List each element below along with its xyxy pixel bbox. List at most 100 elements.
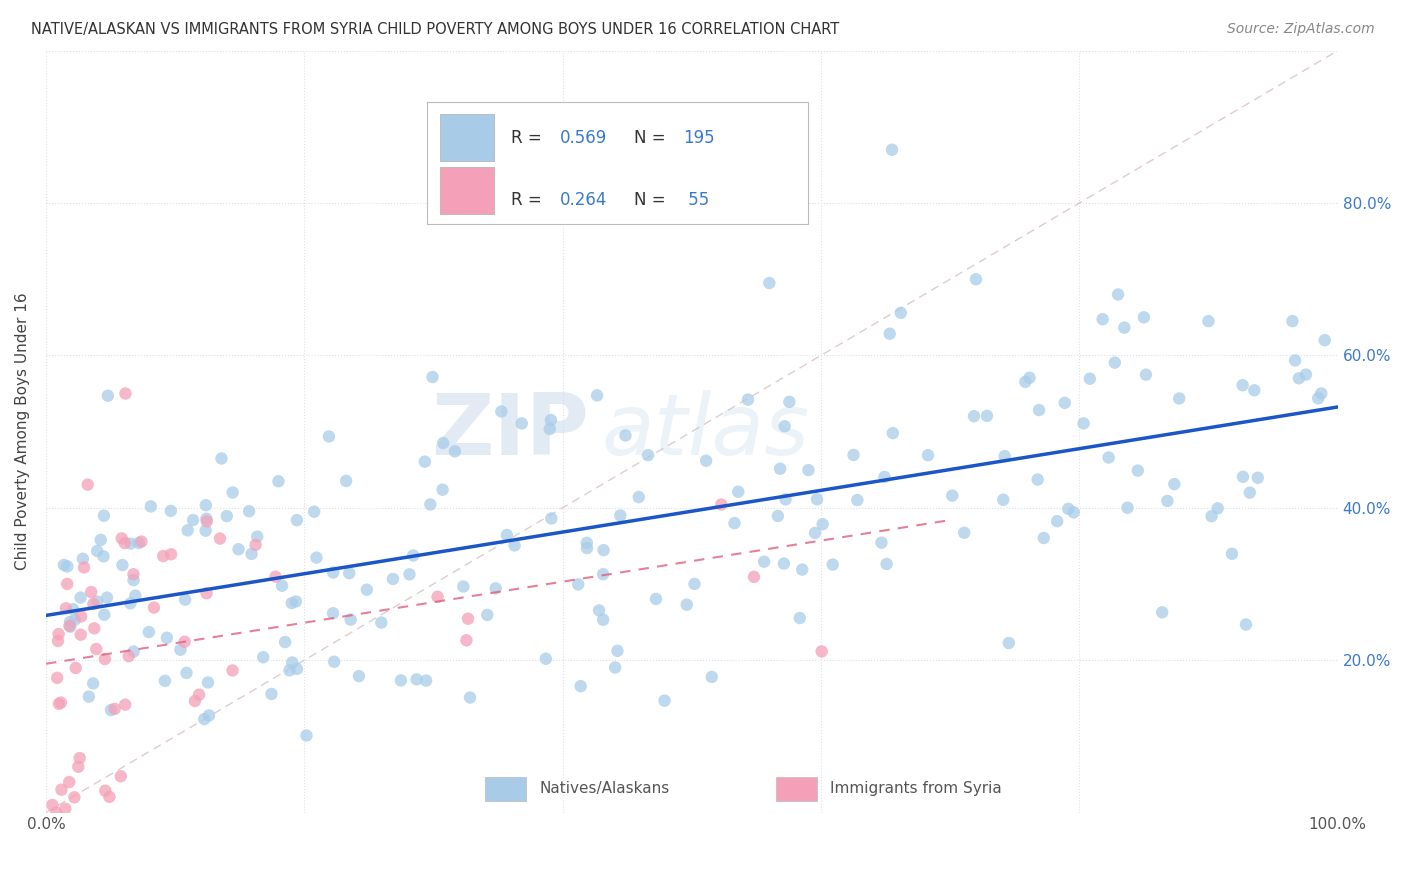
Point — [195, 512, 218, 526]
Point — [1247, 471, 1270, 485]
Point — [52, 558, 75, 572]
Point — [752, 555, 775, 569]
Text: 55: 55 — [683, 191, 709, 209]
Point — [84, 642, 107, 657]
Point — [485, 582, 508, 596]
Point — [792, 563, 814, 577]
Text: 195: 195 — [683, 128, 714, 146]
Point — [614, 428, 637, 442]
Point — [260, 687, 283, 701]
Point — [1053, 396, 1076, 410]
Point — [1063, 505, 1085, 519]
Point — [963, 409, 986, 424]
Point — [63, 790, 86, 805]
Point — [80, 585, 103, 599]
Point — [1308, 392, 1330, 406]
Point — [86, 594, 108, 608]
Point — [93, 607, 115, 622]
Point — [422, 370, 444, 384]
Point — [976, 409, 998, 423]
Point — [458, 690, 481, 705]
Point — [1107, 287, 1129, 301]
Point — [194, 498, 217, 512]
Point — [1243, 384, 1265, 398]
Point — [1206, 501, 1229, 516]
Point — [842, 448, 865, 462]
Point — [82, 676, 104, 690]
Point — [76, 477, 98, 491]
Point — [1284, 353, 1306, 368]
Point — [53, 802, 76, 816]
Point — [139, 500, 162, 514]
Point — [775, 492, 797, 507]
Point — [538, 422, 561, 436]
Point — [994, 449, 1017, 463]
Point — [592, 613, 614, 627]
Point — [267, 475, 290, 489]
FancyBboxPatch shape — [427, 102, 808, 224]
Point — [96, 591, 118, 605]
Point — [46, 671, 69, 685]
Point — [55, 601, 77, 615]
Point — [821, 558, 844, 572]
Point — [120, 536, 142, 550]
Point — [221, 485, 243, 500]
Point — [1232, 378, 1254, 392]
Point — [413, 455, 436, 469]
Point — [104, 702, 127, 716]
Point — [94, 652, 117, 666]
Point — [98, 789, 121, 804]
Point — [1073, 417, 1095, 431]
Point — [432, 436, 454, 450]
Point — [111, 558, 134, 572]
Point — [606, 644, 628, 658]
Point — [322, 606, 344, 620]
Point — [797, 463, 820, 477]
Point — [1198, 314, 1220, 328]
Point — [181, 513, 204, 527]
Point — [609, 508, 631, 523]
Point — [281, 656, 304, 670]
Point — [114, 536, 136, 550]
Point — [56, 577, 79, 591]
Point — [90, 533, 112, 547]
Point — [402, 549, 425, 563]
Point — [184, 694, 207, 708]
Point — [1018, 370, 1040, 384]
Point — [62, 602, 84, 616]
Point — [114, 698, 136, 712]
Point — [444, 444, 467, 458]
Point — [188, 688, 211, 702]
Point — [46, 634, 69, 648]
Point — [72, 551, 94, 566]
Point — [274, 635, 297, 649]
Point — [238, 504, 260, 518]
Point — [41, 797, 63, 812]
Point — [122, 573, 145, 587]
Point — [128, 536, 150, 550]
Point — [569, 679, 592, 693]
Text: ZIP: ZIP — [430, 390, 589, 473]
Point — [1168, 392, 1191, 406]
Point — [426, 590, 449, 604]
Text: atlas: atlas — [602, 390, 810, 473]
Point — [766, 508, 789, 523]
Point — [1116, 500, 1139, 515]
Point — [285, 513, 308, 527]
Point — [389, 673, 412, 688]
FancyBboxPatch shape — [776, 777, 817, 801]
Point — [1201, 509, 1223, 524]
Point — [727, 484, 749, 499]
Point — [111, 532, 134, 546]
Point — [773, 557, 796, 571]
Point — [1014, 375, 1036, 389]
Point — [82, 597, 104, 611]
Point — [510, 417, 533, 431]
Point — [347, 669, 370, 683]
Point — [77, 690, 100, 704]
Point — [575, 536, 598, 550]
Point — [806, 492, 828, 507]
Point — [477, 607, 499, 622]
Point — [846, 493, 869, 508]
Point — [456, 633, 478, 648]
